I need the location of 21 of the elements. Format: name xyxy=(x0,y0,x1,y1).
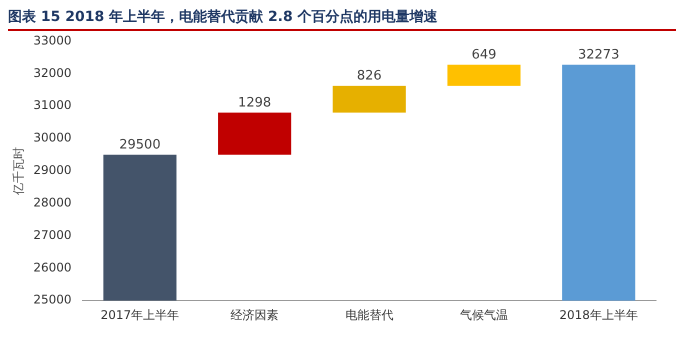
x-tick-label: 2017年上半年 xyxy=(100,308,180,322)
chart-title: 图表 15 2018 年上半年，电能替代贡献 2.8 个百分点的用电量增速 xyxy=(8,8,676,31)
y-tick-label: 26000 xyxy=(33,260,72,274)
y-tick-label: 25000 xyxy=(33,292,72,307)
x-tick-label: 气候气温 xyxy=(460,308,508,322)
x-tick-label: 经济因素 xyxy=(230,308,279,322)
x-tick-label: 电能替代 xyxy=(345,308,394,322)
x-tick-label: 2018年上半年 xyxy=(559,308,638,322)
y-tick-label: 30000 xyxy=(33,130,72,145)
data-label: 826 xyxy=(356,68,382,84)
y-tick-label: 27000 xyxy=(33,228,72,242)
y-tick-label: 28000 xyxy=(33,195,72,210)
y-tick-label: 33000 xyxy=(33,33,72,48)
data-label: 32273 xyxy=(578,48,620,63)
y-axis-title: 亿千瓦时 xyxy=(11,146,26,196)
data-label: 1298 xyxy=(238,95,272,110)
data-label: 29500 xyxy=(119,138,161,153)
y-tick-label: 31000 xyxy=(33,98,72,112)
data-label: 649 xyxy=(472,48,496,63)
y-tick-label: 32000 xyxy=(33,66,72,80)
y-tick-label: 29000 xyxy=(33,163,72,178)
